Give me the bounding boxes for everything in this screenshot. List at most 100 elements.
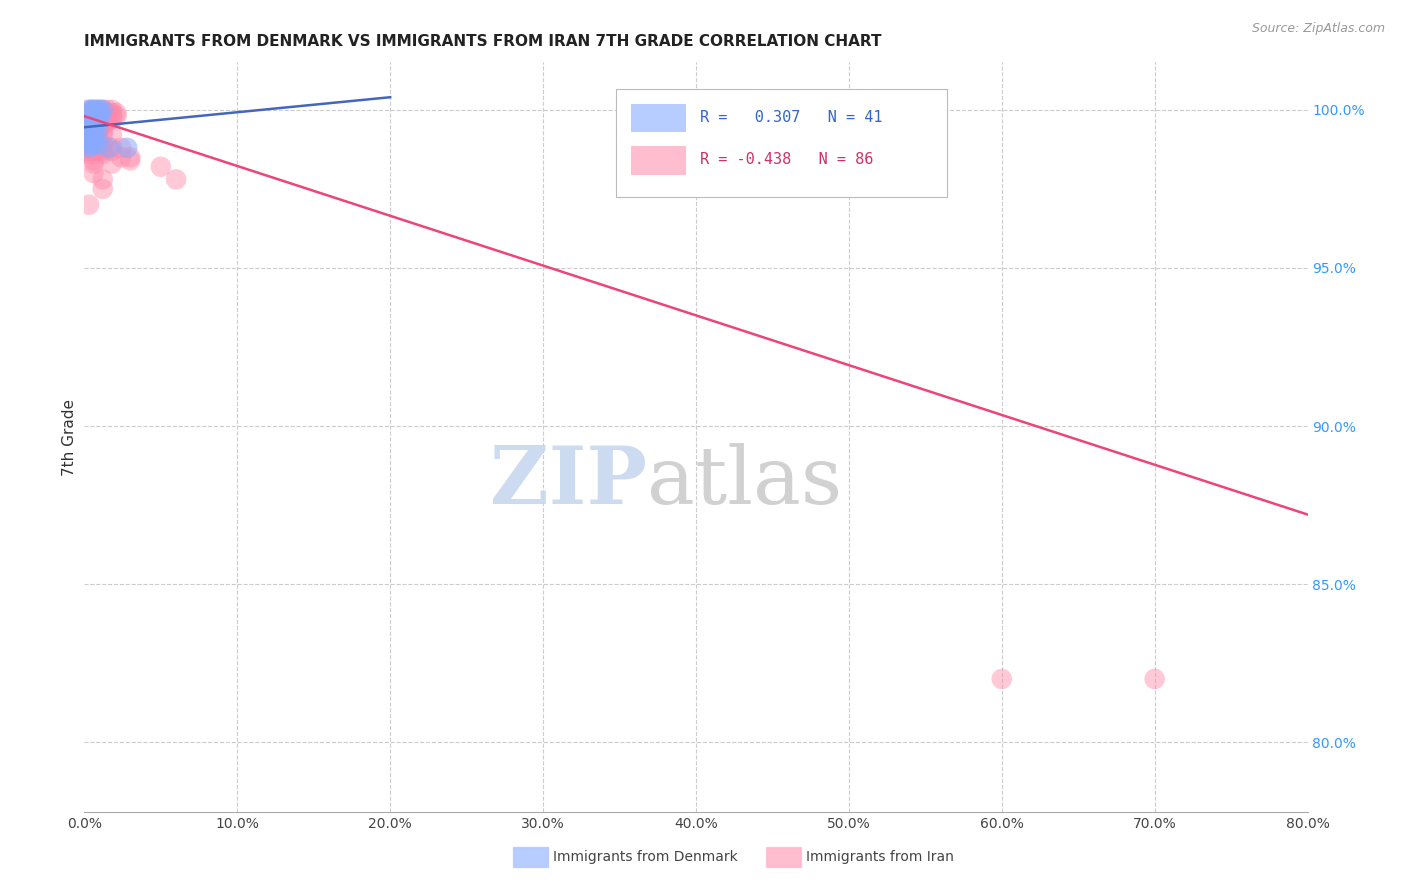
Point: [91, 137, 114, 152]
Point: [87, 121, 110, 136]
Point: [89, 103, 111, 117]
Point: [77, 147, 100, 161]
Point: [87, 109, 110, 123]
Point: [87, 137, 110, 152]
Point: [149, 160, 172, 174]
Point: [87, 112, 110, 127]
Point: [87, 137, 110, 152]
Point: [83, 121, 105, 136]
Point: [83, 112, 105, 127]
Point: [91, 106, 114, 120]
Point: [77, 135, 100, 149]
Point: [101, 112, 124, 127]
Point: [83, 128, 105, 143]
Point: [105, 109, 128, 123]
Point: [83, 106, 105, 120]
Point: [77, 109, 100, 123]
Point: [87, 115, 110, 129]
Point: [87, 106, 110, 120]
Point: [83, 115, 105, 129]
Point: [91, 103, 114, 117]
Point: [97, 141, 120, 155]
Point: [87, 125, 110, 139]
Point: [83, 128, 105, 143]
Point: [77, 103, 100, 117]
Point: [84, 106, 107, 120]
Point: [90, 109, 112, 123]
Point: [91, 128, 114, 143]
Point: [96, 106, 118, 120]
Point: [96, 115, 118, 129]
Point: [77, 115, 100, 129]
Point: [91, 182, 114, 196]
Point: [77, 197, 100, 211]
Point: [87, 103, 110, 117]
Point: [87, 121, 110, 136]
Point: [77, 103, 100, 117]
Point: [96, 112, 118, 127]
Point: [80, 112, 103, 127]
Point: [77, 137, 100, 152]
Point: [101, 106, 124, 120]
Point: [77, 144, 100, 158]
Point: [80, 103, 103, 117]
Text: ZIP: ZIP: [491, 443, 647, 521]
Point: [87, 119, 110, 133]
Point: [87, 144, 110, 158]
Text: IMMIGRANTS FROM DENMARK VS IMMIGRANTS FROM IRAN 7TH GRADE CORRELATION CHART: IMMIGRANTS FROM DENMARK VS IMMIGRANTS FR…: [84, 34, 882, 49]
Point: [110, 150, 132, 164]
Text: R =   0.307   N = 41: R = 0.307 N = 41: [700, 110, 882, 125]
Point: [96, 109, 118, 123]
Text: Source: ZipAtlas.com: Source: ZipAtlas.com: [1251, 22, 1385, 36]
Point: [83, 103, 105, 117]
Point: [86, 103, 108, 117]
Point: [77, 131, 100, 145]
Point: [80, 109, 103, 123]
Point: [77, 106, 100, 120]
Point: [87, 135, 110, 149]
Point: [83, 166, 105, 180]
Point: [91, 144, 114, 158]
Point: [83, 119, 105, 133]
Point: [83, 141, 105, 155]
Point: [101, 103, 124, 117]
Point: [91, 125, 114, 139]
Point: [87, 109, 110, 123]
Point: [77, 119, 100, 133]
Point: [77, 112, 100, 127]
Point: [77, 125, 100, 139]
Point: [80, 131, 103, 145]
Point: [91, 109, 114, 123]
Point: [91, 112, 114, 127]
Point: [101, 128, 124, 143]
Point: [91, 147, 114, 161]
Point: [83, 135, 105, 149]
Point: [77, 135, 100, 149]
Point: [77, 141, 100, 155]
Point: [83, 121, 105, 136]
Point: [77, 141, 100, 155]
Point: [77, 137, 100, 152]
Point: [77, 112, 100, 127]
Point: [91, 103, 114, 117]
Point: [120, 150, 142, 164]
Point: [83, 115, 105, 129]
Point: [80, 106, 103, 120]
Point: [83, 156, 105, 170]
Point: [991, 672, 1014, 686]
Point: [1143, 672, 1166, 686]
Point: [83, 144, 105, 158]
Bar: [631, 146, 686, 175]
Point: [77, 128, 100, 143]
Bar: [631, 103, 686, 132]
Point: [101, 156, 124, 170]
Point: [83, 109, 105, 123]
Point: [83, 153, 105, 168]
Point: [77, 121, 100, 136]
Point: [87, 115, 110, 129]
Point: [83, 147, 105, 161]
FancyBboxPatch shape: [616, 88, 946, 197]
Point: [120, 153, 142, 168]
Point: [87, 128, 110, 143]
Point: [77, 115, 100, 129]
